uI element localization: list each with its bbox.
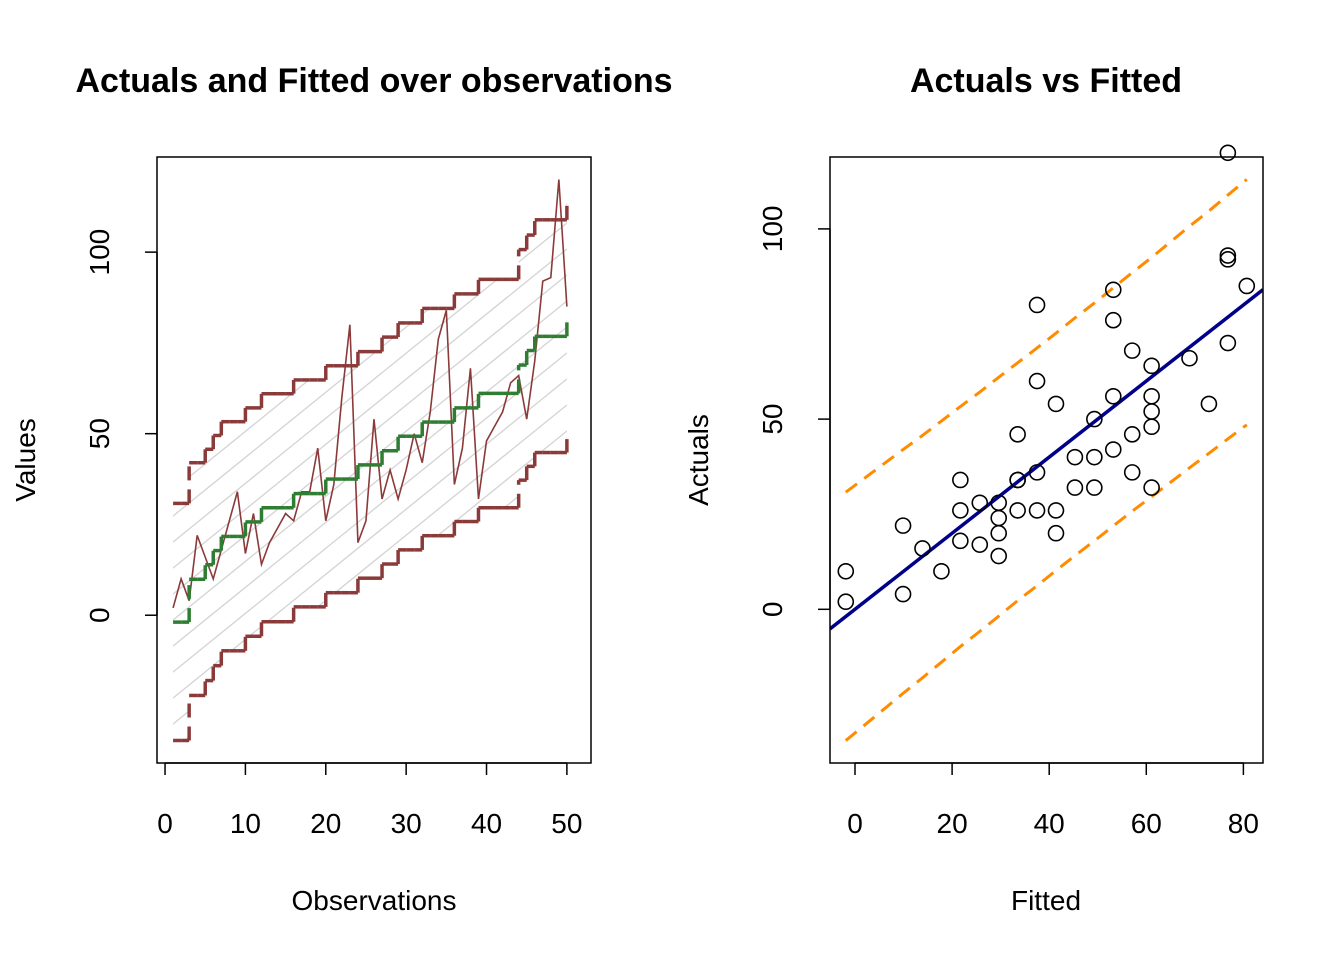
point bbox=[990, 494, 1008, 512]
point bbox=[1028, 296, 1046, 314]
plot-box bbox=[829, 156, 1264, 764]
point bbox=[1066, 448, 1084, 466]
point bbox=[894, 585, 912, 603]
point bbox=[1219, 251, 1237, 268]
point bbox=[1181, 349, 1198, 367]
interval-line bbox=[844, 423, 1248, 742]
x-tick-label: 80 bbox=[1228, 808, 1259, 839]
y-axis-label: Values bbox=[10, 418, 41, 502]
point bbox=[971, 494, 989, 512]
point bbox=[1123, 426, 1141, 443]
fit-line bbox=[830, 288, 1263, 631]
point bbox=[1047, 395, 1065, 413]
y-tick-label: 100 bbox=[757, 206, 788, 253]
chart-title: Actuals vs Fitted bbox=[910, 62, 1182, 100]
point bbox=[1104, 387, 1122, 405]
point bbox=[933, 562, 950, 580]
point bbox=[1047, 524, 1065, 542]
point bbox=[1143, 479, 1160, 496]
point bbox=[1009, 471, 1026, 489]
x-tick-label: 20 bbox=[937, 808, 968, 839]
point bbox=[1143, 357, 1160, 375]
plot-box bbox=[156, 156, 592, 764]
x-axis-label: Fitted bbox=[1011, 885, 1081, 916]
y-tick-label: 100 bbox=[84, 229, 115, 276]
x-axis-label: Observations bbox=[292, 885, 457, 916]
point bbox=[1028, 502, 1046, 519]
point bbox=[1219, 144, 1237, 162]
point bbox=[952, 532, 969, 550]
data-line bbox=[172, 179, 568, 609]
x-tick-label: 40 bbox=[1034, 808, 1065, 839]
panel: Actuals vs Fitted Fitted Actuals 0 20 40 60 80 0… bbox=[683, 62, 1264, 916]
point bbox=[971, 536, 989, 553]
point bbox=[894, 517, 912, 534]
point bbox=[1047, 502, 1065, 519]
point bbox=[914, 540, 931, 557]
y-tick-label: 0 bbox=[757, 602, 788, 618]
point bbox=[837, 562, 855, 580]
point bbox=[990, 547, 1008, 565]
point bbox=[1219, 247, 1237, 264]
x-tick-label: 30 bbox=[391, 808, 422, 839]
x-tick-label: 20 bbox=[310, 808, 341, 839]
point bbox=[1066, 479, 1084, 496]
chart-title: Actuals and Fitted over observations bbox=[75, 62, 672, 100]
point bbox=[1086, 410, 1103, 428]
x-tick-label: 10 bbox=[230, 808, 261, 839]
point bbox=[952, 471, 969, 489]
point bbox=[1123, 464, 1141, 481]
point bbox=[1104, 281, 1122, 299]
point bbox=[1028, 464, 1046, 481]
point bbox=[1143, 387, 1160, 405]
y-tick-label: 50 bbox=[757, 404, 788, 435]
x-tick-label: 50 bbox=[551, 808, 582, 839]
point bbox=[1009, 502, 1026, 519]
y-tick-label: 0 bbox=[84, 607, 115, 623]
point bbox=[1123, 342, 1141, 359]
point bbox=[1238, 277, 1256, 295]
x-tick-label: 0 bbox=[847, 808, 863, 839]
point bbox=[1009, 426, 1026, 443]
x-tick-label: 40 bbox=[471, 808, 502, 839]
interval-line bbox=[844, 178, 1248, 494]
point bbox=[952, 502, 969, 519]
y-tick-label: 50 bbox=[84, 418, 115, 449]
point bbox=[837, 593, 855, 611]
point bbox=[1028, 372, 1046, 390]
point bbox=[1200, 395, 1218, 413]
point bbox=[1086, 479, 1103, 496]
point bbox=[1219, 334, 1237, 352]
x-tick-label: 0 bbox=[157, 808, 173, 839]
point bbox=[1104, 311, 1122, 329]
y-axis-label: Actuals bbox=[683, 414, 714, 506]
point bbox=[1104, 441, 1122, 458]
point bbox=[1086, 448, 1103, 466]
x-tick-label: 60 bbox=[1131, 808, 1162, 839]
